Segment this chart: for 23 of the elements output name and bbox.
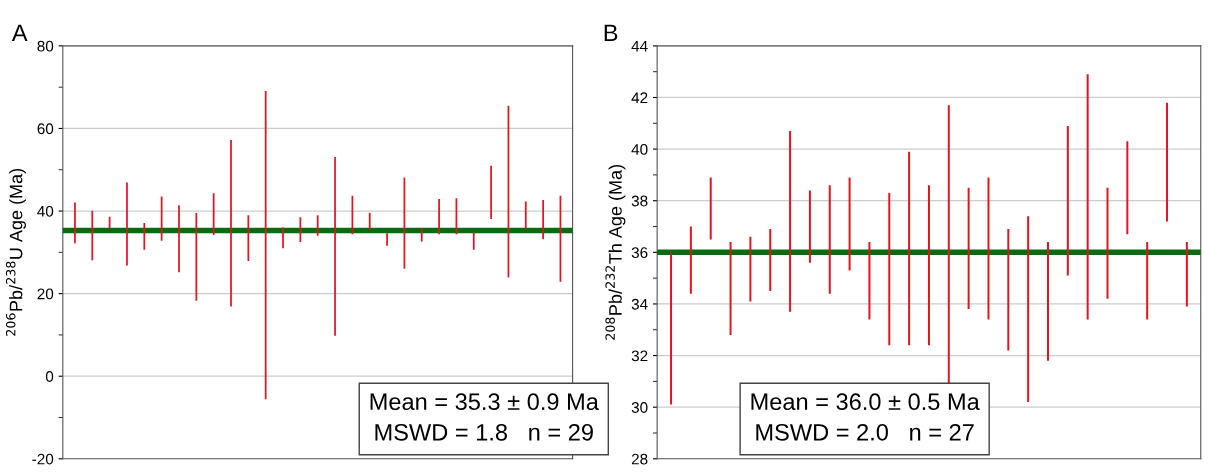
y-tick-label: 32 [631,350,648,362]
y-tick-label: 42 [631,92,648,104]
y-tick-label: 44 [631,40,648,52]
y-tick-label: 36 [631,247,648,259]
y-tick-label: 80 [37,40,54,52]
y-tick-label: 60 [37,123,54,135]
annotation: MSWD = 2.0 n = 27 [756,423,974,441]
chart-title: B [604,24,618,41]
y-tick-label: 30 [631,402,648,413]
y-tick-label: 40 [37,205,54,217]
annotation: MSWD = 1.8 n = 29 [375,423,593,441]
y-tick-label: 34 [631,298,648,310]
y-tick-label: 0 [45,371,54,382]
y-tick-label: 38 [631,195,648,207]
chart-title: A [11,24,28,41]
y-tick-label: 28 [631,453,648,465]
y-axis-title: $^{206}$Pb/$^{238}$U Age (Ma) [5,168,26,336]
y-tick-label: 20 [37,288,54,300]
y-axis-title: $^{208}$Pb/$^{232}$Th Age (Ma) [605,165,626,340]
y-tick-label: -20 [32,453,54,465]
annotation: Mean = 36.0 ± 0.5 Ma [751,393,980,411]
y-tick-label: 40 [631,143,648,155]
annotation: Mean = 35.3 ± 0.9 Ma [370,393,599,411]
